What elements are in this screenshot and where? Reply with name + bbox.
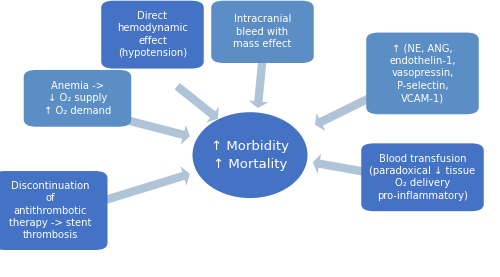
Text: Direct
hemodynamic
effect
(hypotension): Direct hemodynamic effect (hypotension) [117,11,188,58]
Text: Intracranial
bleed with
mass effect: Intracranial bleed with mass effect [234,14,292,49]
Text: Anemia ->
↓ O₂ supply
↑ O₂ demand: Anemia -> ↓ O₂ supply ↑ O₂ demand [44,81,111,116]
FancyBboxPatch shape [101,1,204,68]
Text: ↑ (NE, ANG,
endothelin-1,
vasopressin,
P-selectin,
VCAM-1): ↑ (NE, ANG, endothelin-1, vasopressin, P… [389,43,456,103]
FancyBboxPatch shape [366,32,478,114]
Ellipse shape [192,112,308,198]
Text: Blood transfusion
(paradoxical ↓ tissue
O₂ delivery
pro-inflammatory): Blood transfusion (paradoxical ↓ tissue … [370,154,476,201]
FancyBboxPatch shape [361,143,484,211]
Text: Discontinuation
of
antithrombotic
therapy -> stent
thrombosis: Discontinuation of antithrombotic therap… [9,181,91,240]
FancyBboxPatch shape [24,70,131,127]
Text: ↑ Morbidity
↑ Mortality: ↑ Morbidity ↑ Mortality [211,140,289,171]
FancyBboxPatch shape [211,1,314,63]
FancyBboxPatch shape [0,171,108,250]
